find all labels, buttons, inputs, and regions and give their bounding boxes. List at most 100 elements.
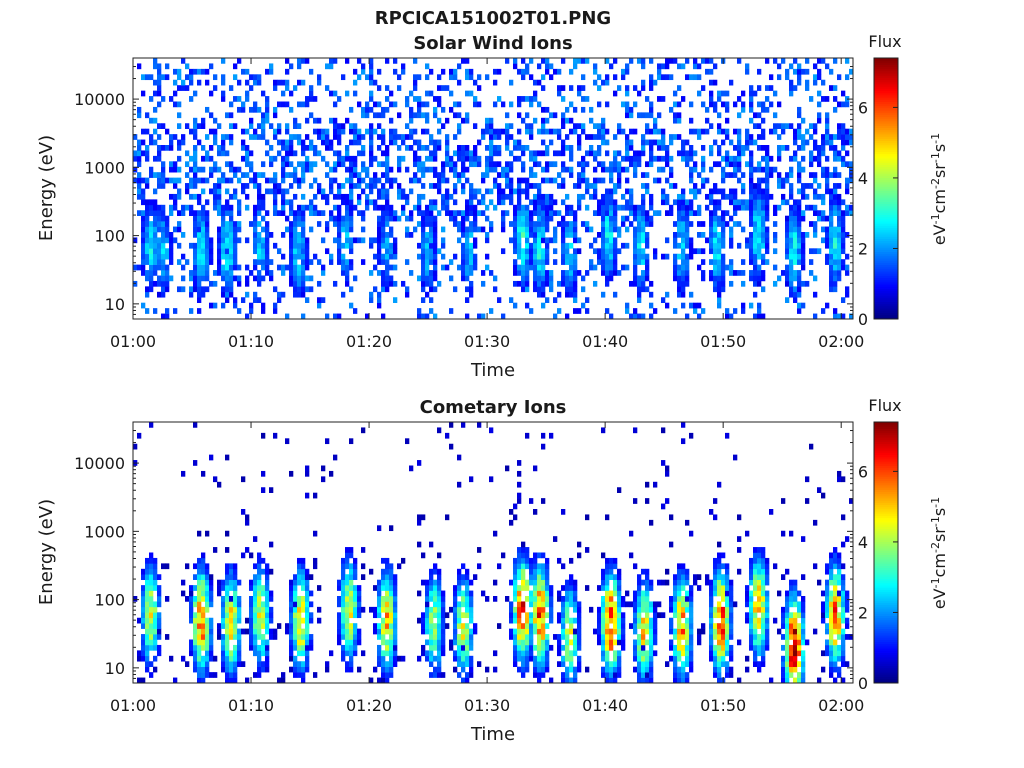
heatmap-cell bbox=[337, 215, 342, 222]
heatmap-cell bbox=[385, 623, 390, 629]
heatmap-cell bbox=[713, 101, 718, 108]
heatmap-cell bbox=[309, 644, 314, 651]
heatmap-cell bbox=[301, 617, 306, 624]
heatmap-cell bbox=[561, 183, 566, 189]
heatmap-cell bbox=[529, 563, 534, 570]
heatmap-cell bbox=[169, 232, 174, 238]
heatmap-cell bbox=[141, 601, 146, 608]
heatmap-cell bbox=[433, 666, 438, 673]
heatmap-cell bbox=[789, 280, 794, 287]
heatmap-cell bbox=[493, 128, 498, 135]
heatmap-cell bbox=[517, 155, 522, 162]
heatmap-cell bbox=[789, 166, 794, 173]
heatmap-cell bbox=[537, 291, 542, 298]
heatmap-cell bbox=[621, 221, 626, 227]
heatmap-cell bbox=[273, 177, 278, 184]
heatmap-cell bbox=[537, 280, 542, 287]
heatmap-cell bbox=[469, 639, 474, 646]
heatmap-cell bbox=[533, 232, 538, 238]
heatmap-cell bbox=[337, 139, 342, 146]
heatmap-cell bbox=[201, 155, 206, 162]
heatmap-cell bbox=[377, 134, 382, 140]
heatmap-cell bbox=[473, 193, 478, 200]
heatmap-cell bbox=[393, 574, 398, 580]
heatmap-cell bbox=[709, 237, 714, 244]
heatmap-cell bbox=[801, 253, 806, 260]
heatmap-cell bbox=[797, 253, 802, 260]
heatmap-cell bbox=[189, 193, 194, 200]
heatmap-cell bbox=[281, 253, 286, 260]
heatmap-cell bbox=[153, 204, 158, 211]
heatmap-cell bbox=[325, 63, 330, 70]
heatmap-cell bbox=[681, 145, 686, 151]
heatmap-cell bbox=[141, 177, 146, 184]
heatmap-cell bbox=[649, 291, 654, 298]
heatmap-cell bbox=[781, 199, 786, 206]
heatmap-cell bbox=[333, 128, 338, 135]
heatmap-cell bbox=[545, 639, 550, 646]
heatmap-cell bbox=[553, 177, 558, 184]
heatmap-cell bbox=[349, 666, 354, 673]
heatmap-cell bbox=[645, 188, 650, 195]
heatmap-cell bbox=[225, 585, 230, 591]
heatmap-cell bbox=[389, 264, 394, 271]
heatmap-cell bbox=[361, 177, 366, 184]
heatmap-cell bbox=[521, 232, 526, 238]
heatmap-cell bbox=[237, 166, 242, 173]
heatmap-cell bbox=[233, 568, 238, 575]
heatmap-cell bbox=[817, 183, 822, 189]
heatmap-cell bbox=[545, 145, 550, 151]
heatmap-cell bbox=[561, 634, 566, 640]
heatmap-cell bbox=[481, 199, 486, 206]
heatmap-cell bbox=[349, 161, 354, 168]
heatmap-cell bbox=[337, 226, 342, 233]
heatmap-cell bbox=[525, 204, 530, 211]
heatmap-cell bbox=[201, 177, 206, 184]
heatmap-cell bbox=[641, 232, 646, 238]
heatmap-cell bbox=[429, 150, 434, 157]
heatmap-cell bbox=[445, 210, 450, 216]
heatmap-cell bbox=[217, 242, 222, 249]
heatmap-cell bbox=[301, 606, 306, 613]
heatmap-cell bbox=[461, 259, 466, 265]
heatmap-cell bbox=[525, 128, 530, 135]
heatmap-cell bbox=[773, 58, 778, 64]
heatmap-cell bbox=[217, 210, 222, 216]
heatmap-cell bbox=[737, 242, 742, 249]
heatmap-cell bbox=[261, 161, 266, 168]
heatmap-cell bbox=[593, 188, 598, 195]
heatmap-cell bbox=[673, 58, 678, 64]
heatmap-cell bbox=[245, 291, 250, 298]
heatmap-cell bbox=[469, 188, 474, 195]
heatmap-cell bbox=[393, 590, 398, 597]
heatmap-cell bbox=[301, 139, 306, 146]
heatmap-cell bbox=[421, 221, 426, 227]
heatmap-cell bbox=[333, 215, 338, 222]
heatmap-cell bbox=[801, 134, 806, 140]
heatmap-cell bbox=[505, 183, 510, 189]
heatmap-cell bbox=[193, 280, 198, 287]
heatmap-cell bbox=[561, 628, 566, 635]
heatmap-cell bbox=[349, 590, 354, 597]
heatmap-cell bbox=[629, 313, 634, 320]
heatmap-cell bbox=[845, 139, 850, 146]
heatmap-cell bbox=[809, 123, 814, 129]
heatmap-cell bbox=[449, 166, 454, 173]
heatmap-cell bbox=[637, 155, 642, 162]
heatmap-cell bbox=[217, 123, 222, 129]
heatmap-cell bbox=[197, 574, 202, 580]
heatmap-cell bbox=[553, 634, 558, 640]
heatmap-cell bbox=[493, 101, 498, 108]
heatmap-cell bbox=[293, 226, 298, 233]
heatmap-cell bbox=[577, 248, 582, 255]
heatmap-cell bbox=[633, 215, 638, 222]
heatmap-cell bbox=[433, 639, 438, 646]
heatmap-cell bbox=[197, 297, 202, 303]
heatmap-cell bbox=[457, 79, 462, 86]
heatmap-cell bbox=[833, 308, 838, 314]
heatmap-cell bbox=[757, 302, 762, 309]
heatmap-cell bbox=[485, 253, 490, 260]
heatmap-cell bbox=[397, 193, 402, 200]
heatmap-cell bbox=[701, 128, 706, 135]
heatmap-cell bbox=[793, 199, 798, 206]
